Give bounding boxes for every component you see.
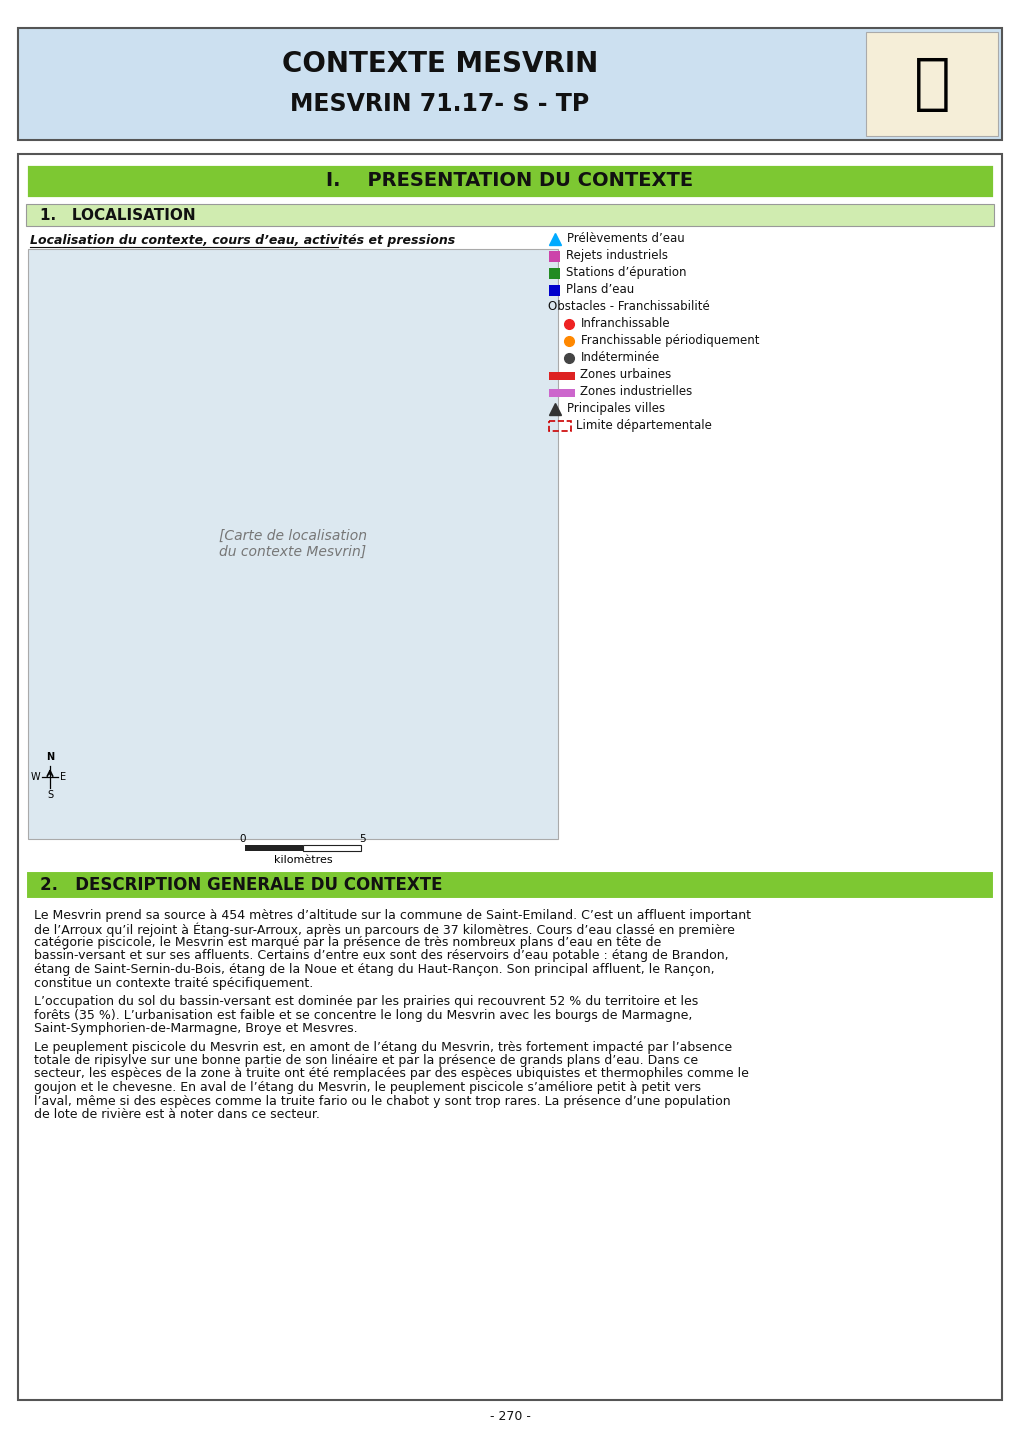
Text: de l’Arroux qu’il rejoint à Étang-sur-Arroux, après un parcours de 37 kilomètres: de l’Arroux qu’il rejoint à Étang-sur-Ar… [34, 923, 734, 937]
Text: W: W [31, 771, 40, 782]
Text: E: E [60, 771, 66, 782]
Text: bassin-versant et sur ses affluents. Certains d’entre eux sont des réservoirs d’: bassin-versant et sur ses affluents. Cer… [34, 949, 728, 962]
Text: constitue un contexte traité spécifiquement.: constitue un contexte traité spécifiquem… [34, 976, 313, 989]
Text: Rejets industriels: Rejets industriels [566, 249, 667, 262]
Text: étang de Saint-Sernin-du-Bois, étang de la Noue et étang du Haut-Rançon. Son pri: étang de Saint-Sernin-du-Bois, étang de … [34, 963, 714, 976]
Bar [548, 372, 575, 381]
Bar [18, 154, 1001, 1400]
Text: forêts (35 %). L’urbanisation est faible et se concentre le long du Mesvrin avec: forêts (35 %). L’urbanisation est faible… [34, 1008, 692, 1021]
Bar [18, 27, 1001, 140]
Bar [865, 32, 997, 136]
Bar [25, 164, 994, 198]
Text: Prélèvements d’eau: Prélèvements d’eau [567, 232, 684, 245]
Bar [25, 203, 994, 226]
Text: secteur, les espèces de la zone à truite ont été remplacées par des espèces ubiq: secteur, les espèces de la zone à truite… [34, 1067, 748, 1080]
Text: Zones urbaines: Zones urbaines [580, 368, 671, 381]
Text: Le Mesvrin prend sa source à 454 mètres d’altitude sur la commune de Saint-Emila: Le Mesvrin prend sa source à 454 mètres … [34, 908, 750, 921]
Text: L’occupation du sol du bassin-versant est dominée par les prairies qui recouvren: L’occupation du sol du bassin-versant es… [34, 995, 698, 1008]
Text: Plans d’eau: Plans d’eau [566, 283, 634, 296]
Bar [245, 845, 303, 851]
Text: de lote de rivière est à noter dans ce secteur.: de lote de rivière est à noter dans ce s… [34, 1107, 320, 1120]
Text: Zones industrielles: Zones industrielles [580, 385, 692, 398]
Bar [548, 389, 575, 397]
Text: [Carte de localisation
du contexte Mesvrin]: [Carte de localisation du contexte Mesvr… [219, 529, 367, 559]
Bar [28, 249, 557, 839]
Text: totale de ripisylve sur une bonne partie de son linéaire et par la présence de g: totale de ripisylve sur une bonne partie… [34, 1054, 697, 1067]
Text: Infranchissable: Infranchissable [581, 317, 669, 330]
Text: I.    PRESENTATION DU CONTEXTE: I. PRESENTATION DU CONTEXTE [326, 172, 693, 190]
Text: - 270 -: - 270 - [489, 1409, 530, 1422]
Text: CONTEXTE MESVRIN: CONTEXTE MESVRIN [281, 50, 597, 78]
Text: Le peuplement piscicole du Mesvrin est, en amont de l’étang du Mesvrin, très for: Le peuplement piscicole du Mesvrin est, … [34, 1041, 732, 1054]
Text: Localisation du contexte, cours d’eau, activités et pressions: Localisation du contexte, cours d’eau, a… [30, 234, 454, 247]
Text: N: N [46, 751, 54, 761]
Bar [548, 421, 571, 431]
Text: Principales villes: Principales villes [567, 402, 664, 415]
Text: catégorie piscicole, le Mesvrin est marqué par la présence de très nombreux plan: catégorie piscicole, le Mesvrin est marq… [34, 936, 660, 949]
Text: S: S [47, 790, 53, 800]
Text: 🐟: 🐟 [913, 55, 950, 114]
Text: 0: 0 [239, 833, 246, 844]
Text: goujon et le chevesne. En aval de l’étang du Mesvrin, le peuplement piscicole s’: goujon et le chevesne. En aval de l’étan… [34, 1082, 700, 1094]
Text: 1.   LOCALISATION: 1. LOCALISATION [40, 208, 196, 222]
Bar [25, 871, 994, 898]
Text: 5: 5 [360, 833, 366, 844]
Bar [548, 268, 559, 278]
Bar [548, 251, 559, 262]
Text: 2.   DESCRIPTION GENERALE DU CONTEXTE: 2. DESCRIPTION GENERALE DU CONTEXTE [40, 875, 442, 894]
Bar [303, 845, 361, 851]
Text: Stations d’épuration: Stations d’épuration [566, 265, 686, 278]
Text: Franchissable périodiquement: Franchissable périodiquement [581, 335, 759, 348]
Bar [548, 286, 559, 296]
Text: kilomètres: kilomètres [273, 855, 332, 865]
Text: MESVRIN 71.17- S - TP: MESVRIN 71.17- S - TP [290, 92, 589, 115]
Text: Limite départementale: Limite départementale [576, 420, 711, 433]
Text: Obstacles - Franchissabilité: Obstacles - Franchissabilité [547, 300, 709, 313]
Text: Indéterminée: Indéterminée [581, 350, 659, 363]
Text: Saint-Symphorien-de-Marmagne, Broye et Mesvres.: Saint-Symphorien-de-Marmagne, Broye et M… [34, 1022, 358, 1035]
Text: l’aval, même si des espèces comme la truite fario ou le chabot y sont trop rares: l’aval, même si des espèces comme la tru… [34, 1094, 730, 1107]
